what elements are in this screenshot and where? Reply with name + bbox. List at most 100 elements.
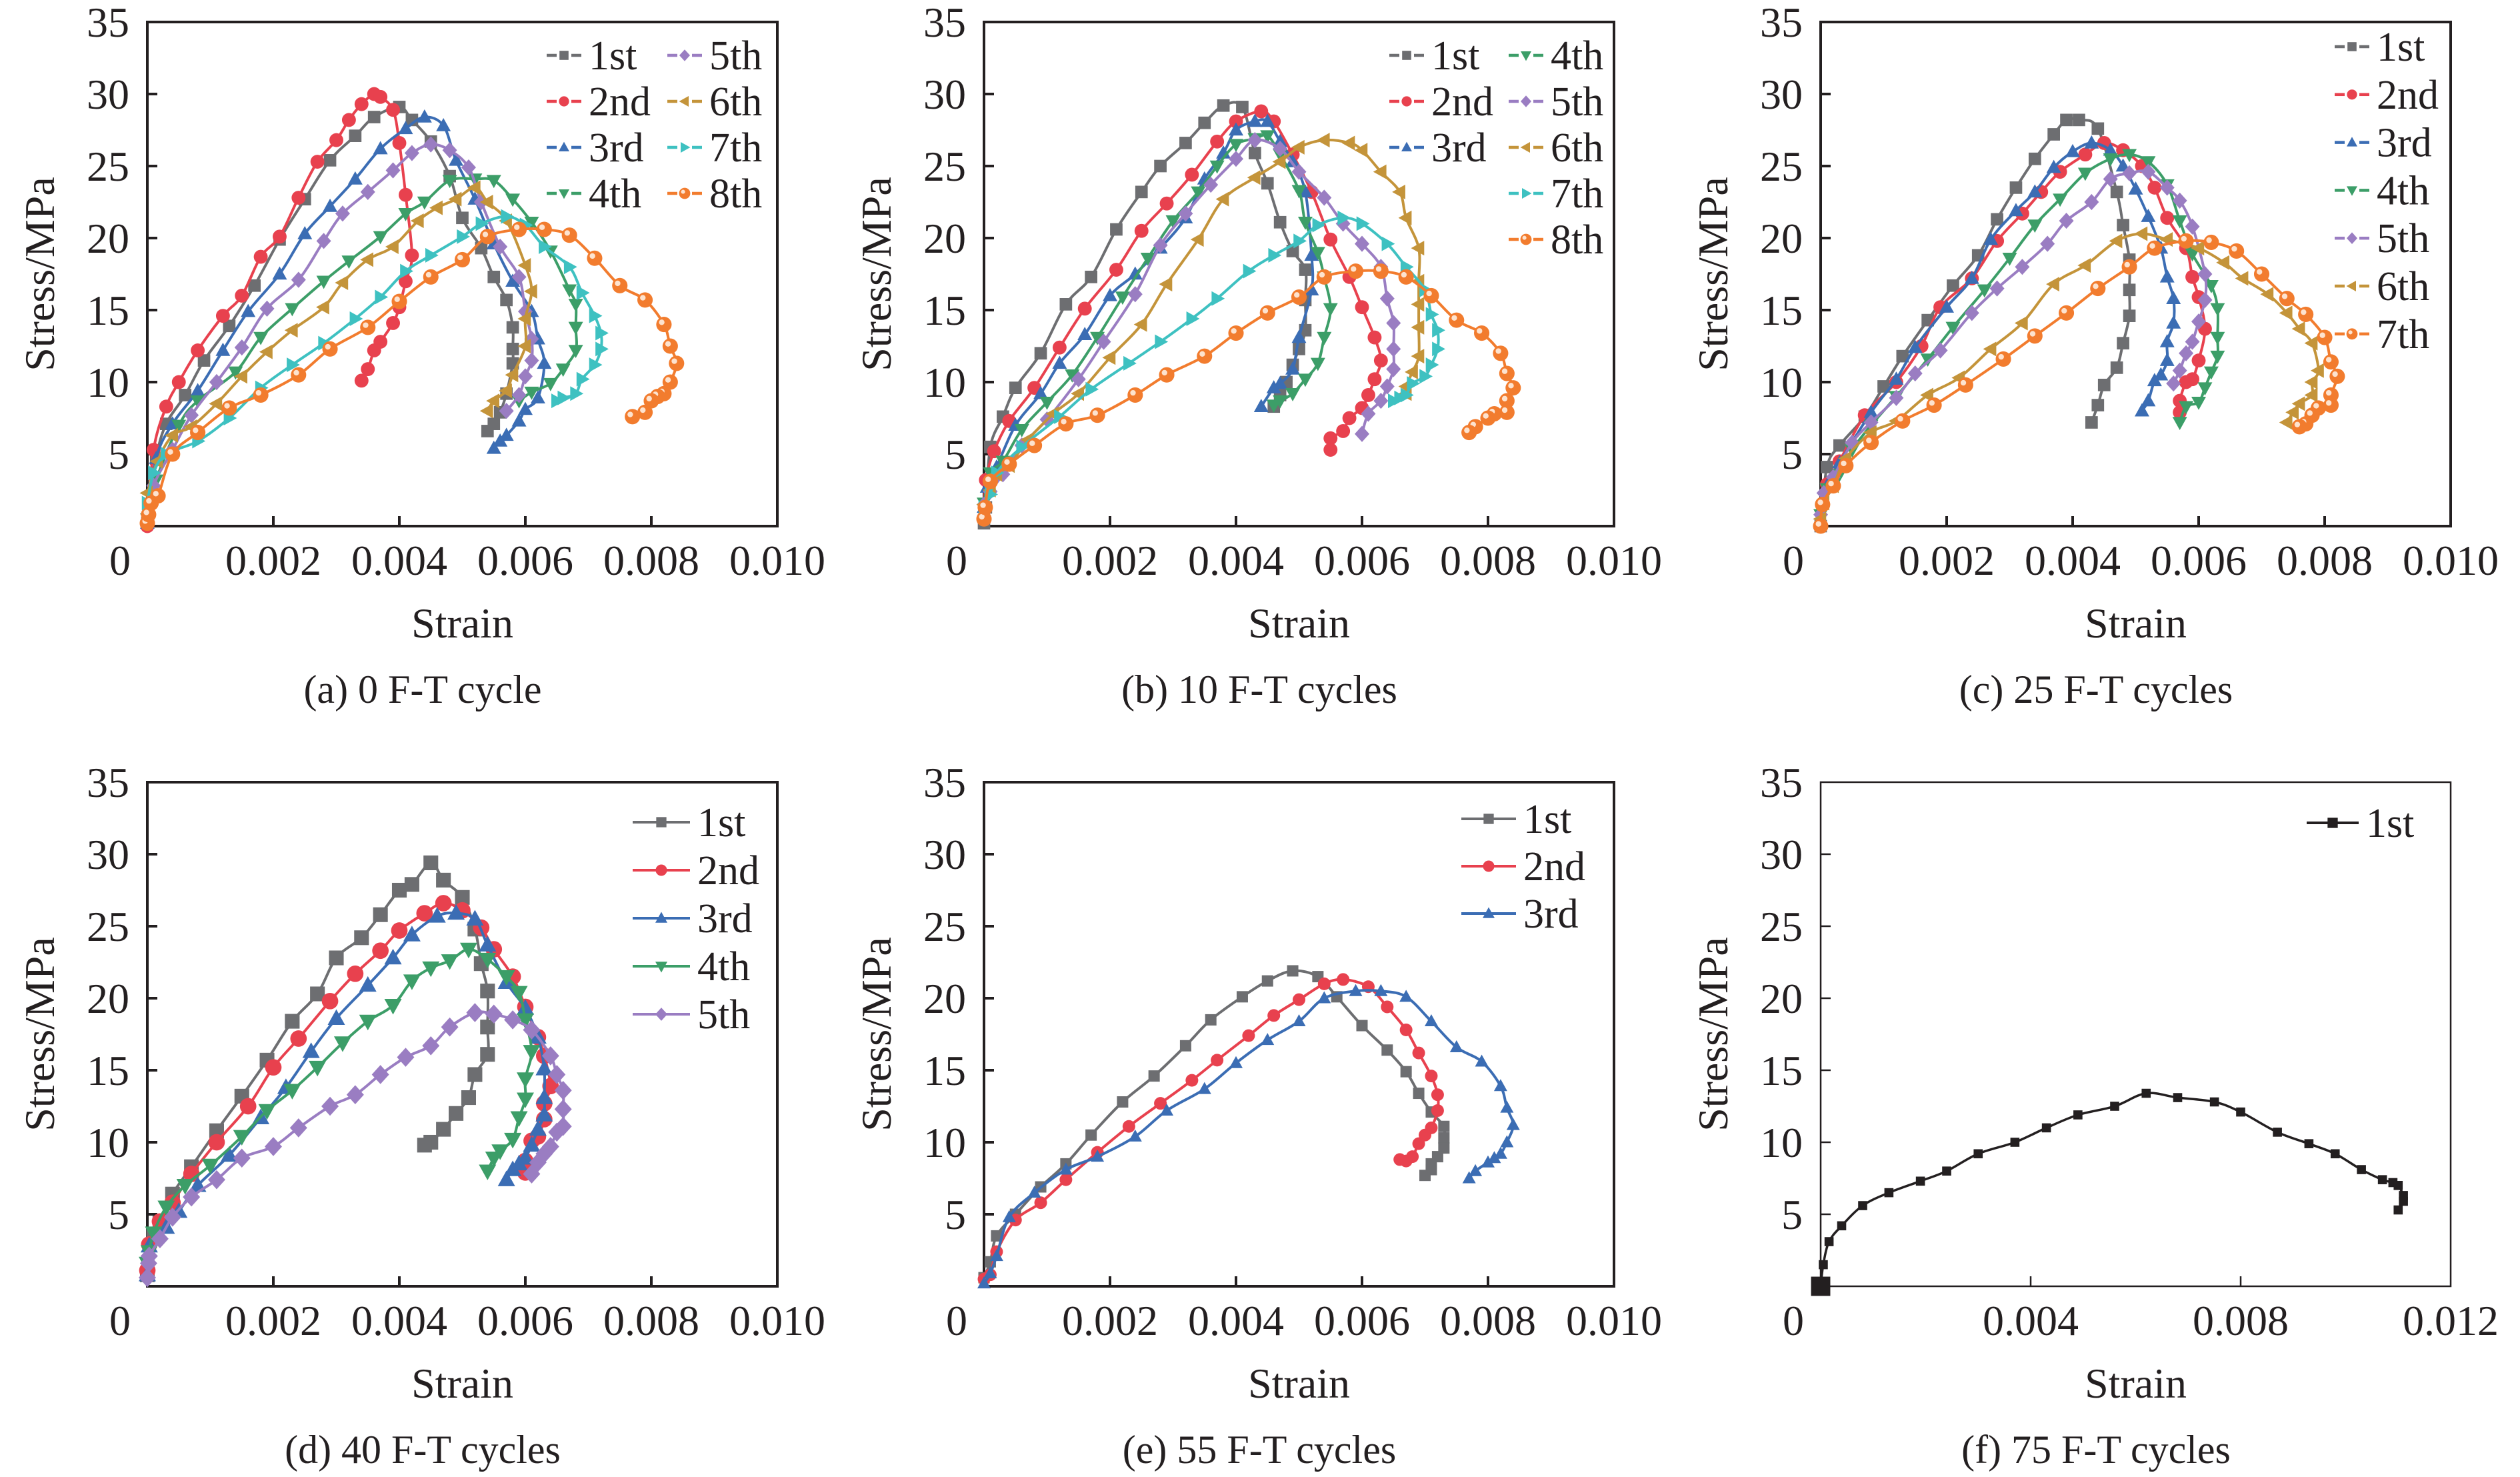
data-point [1229, 114, 1243, 129]
y-tick-label: 30 [1760, 831, 1803, 878]
data-point [1185, 167, 1199, 182]
data-point [625, 409, 641, 425]
data-point [1399, 990, 1413, 1002]
data-point [523, 1164, 541, 1184]
data-point [461, 159, 476, 176]
data-point [1197, 1082, 1211, 1094]
legend-marker [2347, 232, 2357, 244]
data-point [536, 221, 552, 237]
data-point [1211, 291, 1225, 306]
series-4th [977, 130, 1338, 511]
data-point [309, 1060, 327, 1077]
data-point [2141, 1088, 2151, 1098]
legend-item: 3rd [547, 125, 644, 171]
chart-panel-e: 5 10 15 20 25 30 35 0 0.002 0.004 0.006 0.008 0.010 S… [853, 759, 1662, 1472]
data-point [373, 907, 388, 922]
sphere-marker-highlight [2325, 389, 2332, 396]
y-axis-title: Stress/MPa [1689, 177, 1737, 371]
data-point [983, 1266, 997, 1279]
data-point [1474, 325, 1490, 341]
data-point [2311, 363, 2324, 378]
legend-item: 3rd [633, 896, 753, 942]
data-point [2179, 345, 2194, 361]
legend-label: 2nd [1431, 79, 1493, 125]
data-point [1243, 263, 1257, 279]
data-point [1386, 341, 1401, 357]
data-point [1190, 232, 1204, 247]
data-point [1273, 215, 1287, 229]
data-point [518, 368, 533, 385]
data-point [163, 1208, 181, 1227]
data-point [1148, 1070, 1160, 1082]
data-point [524, 386, 539, 400]
series-1st [1814, 113, 2136, 533]
sphere-marker-body [511, 221, 527, 237]
data-point [165, 427, 179, 443]
chart-panel-b: 5 10 15 20 25 30 35 0 0.002 0.004 0.006 0.008 0.010 S… [853, 0, 1662, 711]
sphere-marker-body [1863, 435, 1879, 451]
data-point [2059, 212, 2074, 229]
data-point [2159, 353, 2175, 366]
x-tick-label: 0.010 [2403, 537, 2499, 584]
sphere-marker-body [662, 338, 678, 354]
legend-item: 7th [2335, 312, 2429, 357]
data-point [191, 343, 205, 357]
data-point [2122, 149, 2137, 163]
data-point [501, 209, 515, 224]
data-point [1273, 133, 1288, 147]
data-point [1889, 371, 1904, 385]
data-point [2122, 165, 2137, 181]
data-point [2159, 179, 2175, 196]
data-point [2399, 1196, 2408, 1206]
data-point [190, 425, 206, 441]
data-point [2393, 1205, 2403, 1215]
sphere-marker-highlight [143, 509, 149, 515]
sphere-marker-body [1493, 345, 1509, 361]
legend-item: 4th [547, 171, 641, 217]
data-point [1261, 177, 1274, 190]
sphere-marker-body [679, 187, 691, 199]
data-point [442, 175, 457, 189]
panel-caption: (e) 55 F-T cycles [1123, 1428, 1396, 1472]
x-tick-label: 0.006 [1314, 1297, 1410, 1344]
data-point [258, 1104, 276, 1120]
data-point [354, 930, 369, 946]
data-point [1291, 163, 1307, 180]
data-point [1991, 213, 2003, 226]
data-point [1821, 461, 1833, 473]
data-point [467, 180, 481, 195]
sphere-marker-highlight [2061, 307, 2067, 314]
data-point [1361, 405, 1376, 422]
data-point [422, 1036, 440, 1056]
data-point [1323, 303, 1338, 317]
sphere-marker-body [1373, 263, 1389, 279]
data-point [1500, 1135, 1514, 1148]
data-point [1059, 1173, 1073, 1186]
x-tick-label: 0 [946, 537, 967, 584]
sphere-marker-highlight [589, 253, 595, 259]
series-5th [1813, 163, 2213, 523]
data-point [595, 341, 609, 357]
data-point [2147, 373, 2162, 387]
data-point [1128, 1129, 1142, 1142]
data-point [523, 1045, 541, 1061]
sphere-marker-body [1825, 477, 1841, 494]
data-point [1884, 1188, 1894, 1198]
sphere-marker-body [2178, 233, 2194, 249]
data-point [1373, 353, 1388, 368]
series-line [1819, 117, 2131, 527]
data-point [568, 321, 583, 335]
data-point [1499, 393, 1515, 409]
data-point [1348, 263, 1364, 279]
legend-label: 4th [589, 171, 641, 217]
data-point [2172, 362, 2187, 379]
data-point [367, 111, 381, 123]
x-tick-label: 0.002 [1062, 537, 1158, 584]
sphere-marker-body [1813, 518, 1829, 534]
data-point [1285, 153, 1301, 167]
sphere-marker-body [190, 425, 206, 441]
sphere-marker-highlight [1061, 419, 1067, 425]
data-point [541, 1046, 559, 1066]
data-point [1493, 345, 1509, 361]
